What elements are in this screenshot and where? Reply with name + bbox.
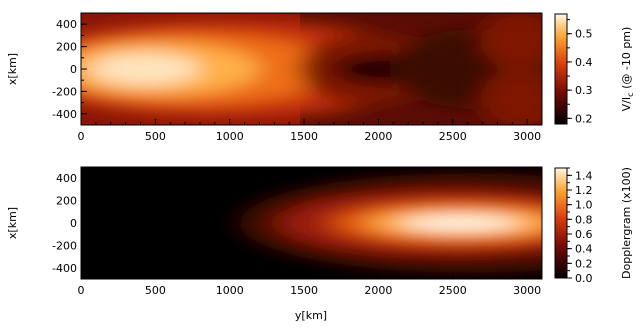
x-tick-label: 2000 (364, 130, 392, 143)
colorbar-tick-label: 0.6 (575, 228, 593, 241)
x-tick-label: 0 (78, 130, 85, 143)
y-tick-label: 200 (56, 195, 77, 208)
colorbar-tick-label: 1.2 (575, 184, 593, 197)
colorbar-tick-label: 0.5 (575, 28, 593, 41)
colorbar-intensity: 0.2 0.3 0.4 0.5 V/Ic (@ -10 pm) (554, 13, 635, 125)
x-tick-label: 2500 (439, 130, 467, 143)
y-tick-label: -200 (52, 85, 77, 98)
panel-dopplergram: -400 -200 0 200 400 0 500 1000 1500 2000 2500 3000… (6, 166, 543, 322)
y-tick-label: 0 (70, 217, 77, 230)
colorbar-tick-label: 0.3 (575, 84, 593, 97)
colorbar-tick-label: 0.0 (575, 272, 593, 285)
y-axis-ticks: -400 -200 0 200 400 (52, 172, 87, 275)
x-tick-label: 3000 (513, 284, 541, 297)
y-tick-label: -400 (52, 262, 77, 275)
x-tick-label: 1000 (216, 284, 244, 297)
y-axis-label: x[km] (6, 207, 19, 239)
x-tick-label: 500 (145, 130, 166, 143)
colorbar-tick-label: 1.0 (575, 199, 593, 212)
heatmap-dopplergram (81, 167, 542, 279)
x-tick-label: 1500 (290, 284, 318, 297)
x-tick-label: 3000 (513, 130, 541, 143)
y-axis-label: x[km] (6, 53, 19, 85)
colorbar-tick-label: 0.2 (575, 112, 593, 125)
colorbar-tick-label: 1.4 (575, 169, 593, 182)
x-tick-label: 500 (145, 284, 166, 297)
colorbar-label-intensity: V/Ic (@ -10 pm) (620, 27, 635, 112)
x-tick-label: 2500 (439, 284, 467, 297)
y-tick-label: 200 (56, 41, 77, 54)
colorbar-tick-label: 0.8 (575, 213, 593, 226)
heatmap-intensity (81, 13, 542, 125)
y-tick-label: -200 (52, 239, 77, 252)
x-tick-label: 1500 (290, 130, 318, 143)
y-axis-ticks: -400 -200 0 200 400 (52, 18, 87, 121)
x-tick-label: 0 (78, 284, 85, 297)
colorbar-dopplergram: 0.0 0.20.4 0.6 0.81.0 1.2 1.4 Dopplergram (x1… (554, 167, 633, 285)
panel-intensity: -400 -200 0 200 400 0 500 1000 1500 2000 2500 3000… (6, 12, 543, 143)
x-tick-label: 1000 (216, 130, 244, 143)
x-tick-label: 2000 (364, 284, 392, 297)
x-axis-ticks: 0 500 1000 1500 2000 2500 3000 (78, 119, 541, 143)
colorbar-tick-label: 0.2 (575, 257, 593, 270)
colorbar-tick-label: 0.4 (575, 56, 593, 69)
x-axis-label: y[km] (295, 309, 327, 322)
y-tick-label: 400 (56, 172, 77, 185)
x-axis-ticks: 0 500 1000 1500 2000 2500 3000 (78, 273, 541, 297)
colorbar-label-dopplergram: Dopplergram (x100) (620, 167, 633, 279)
y-tick-label: -400 (52, 108, 77, 121)
y-tick-label: 400 (56, 18, 77, 31)
y-tick-label: 0 (70, 63, 77, 76)
colorbar-tick-label: 0.4 (575, 243, 593, 256)
